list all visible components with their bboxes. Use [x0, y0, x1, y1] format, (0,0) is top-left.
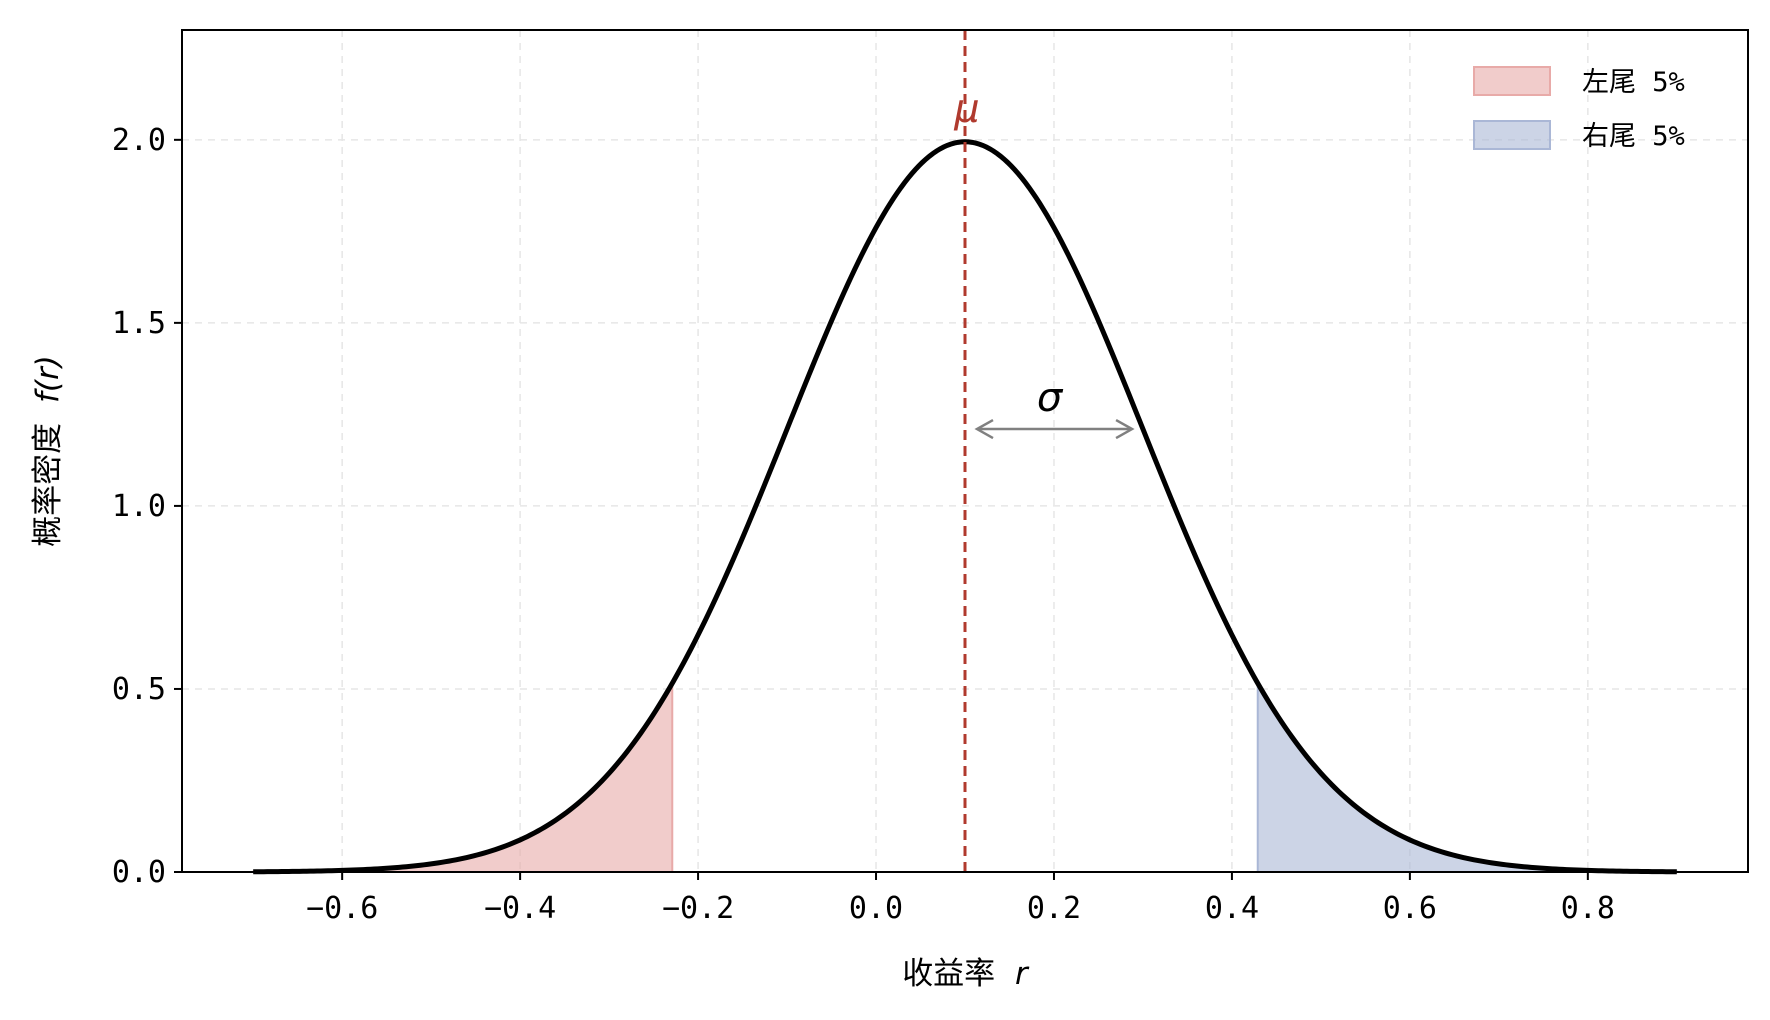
x-tick-label-6: 0.6 [1383, 891, 1437, 926]
x-tick-label-5: 0.4 [1205, 891, 1259, 926]
sigma-arrow-head-right [1115, 418, 1135, 440]
x-axis-title-var: r [1015, 956, 1030, 992]
y-tick-label-0: 0.0 [112, 855, 166, 890]
density-curve [253, 139, 1677, 875]
x-axis-ticks: −0.6 −0.4 −0.2 0.0 0.2 0.4 0.6 0.8 [306, 872, 1615, 926]
x-tick-label-7: 0.8 [1561, 891, 1615, 926]
y-axis-title-var: f(r) [30, 355, 66, 403]
y-tick-label-2: 1.0 [112, 489, 166, 524]
y-axis-title: 概率密度 f(r) [30, 355, 66, 547]
sigma-arrow [974, 418, 1135, 440]
x-tick-label-3: 0.0 [849, 891, 903, 926]
legend: 左尾 5% 右尾 5% [1473, 66, 1685, 152]
sigma-label: σ [1037, 375, 1064, 421]
x-axis-title: 收益率 r [902, 956, 1030, 992]
legend-swatch-left-tail [1473, 66, 1551, 96]
tail-area-0 [252, 679, 674, 873]
tail-area-1 [1256, 679, 1678, 873]
legend-label-left-tail: 左尾 5% [1582, 67, 1685, 98]
x-tick-label-0: −0.6 [306, 891, 378, 926]
y-axis-title-text: 概率密度 [30, 423, 66, 547]
legend-label-right-tail: 右尾 5% [1582, 121, 1685, 152]
y-tick-label-1: 0.5 [112, 672, 166, 707]
y-axis-ticks: 0.0 0.5 1.0 1.5 2.0 [112, 123, 182, 890]
y-tick-label-4: 2.0 [112, 123, 166, 158]
x-tick-label-1: −0.4 [484, 891, 556, 926]
mean-label: μ [953, 86, 979, 132]
legend-swatch-right-tail [1473, 120, 1551, 150]
sigma-arrow-head-left [974, 418, 994, 440]
plot-frame [181, 29, 1749, 873]
x-tick-label-2: −0.2 [662, 891, 734, 926]
x-axis-title-text: 收益率 [902, 956, 995, 992]
x-tick-label-4: 0.2 [1027, 891, 1081, 926]
y-tick-label-3: 1.5 [112, 306, 166, 341]
